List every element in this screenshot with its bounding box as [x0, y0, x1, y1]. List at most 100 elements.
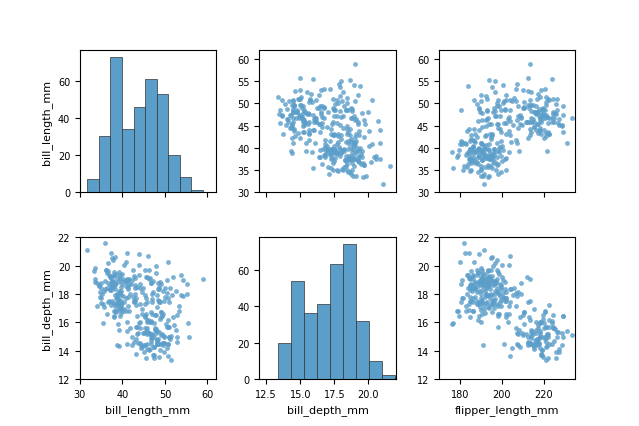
Point: [146, 280, 156, 287]
Point: [166, 333, 176, 340]
Point: [498, 82, 508, 89]
Point: [491, 288, 502, 294]
Point: [543, 331, 553, 337]
Point: [482, 153, 493, 160]
Point: [116, 278, 126, 285]
Point: [527, 102, 537, 109]
Point: [485, 276, 495, 282]
Point: [448, 165, 458, 172]
Point: [495, 297, 505, 304]
Point: [348, 156, 358, 163]
Point: [486, 267, 497, 273]
Point: [477, 149, 488, 156]
Point: [142, 253, 153, 260]
Point: [328, 167, 338, 174]
Point: [487, 298, 497, 305]
Point: [495, 281, 505, 288]
Point: [332, 149, 343, 156]
Point: [482, 299, 493, 306]
Point: [511, 86, 521, 93]
Point: [478, 272, 488, 279]
Point: [457, 295, 467, 302]
Point: [538, 312, 548, 319]
Point: [278, 131, 288, 138]
Point: [535, 320, 545, 327]
Point: [543, 97, 553, 104]
Point: [151, 270, 161, 276]
Point: [465, 168, 475, 175]
Point: [497, 282, 507, 289]
Point: [476, 149, 486, 156]
Point: [476, 173, 486, 180]
Point: [465, 156, 475, 163]
Point: [350, 141, 360, 147]
Point: [295, 102, 305, 109]
Point: [309, 141, 320, 147]
Point: [90, 276, 100, 282]
Point: [535, 119, 546, 126]
Point: [536, 334, 546, 341]
Point: [550, 110, 560, 117]
Point: [283, 119, 293, 126]
Point: [557, 124, 567, 130]
Point: [316, 110, 326, 117]
Point: [542, 114, 552, 121]
Point: [138, 330, 148, 337]
Point: [502, 168, 512, 175]
Point: [350, 144, 360, 151]
Point: [151, 328, 162, 335]
Point: [468, 273, 478, 280]
Point: [501, 311, 511, 318]
Point: [543, 334, 553, 341]
Point: [169, 322, 179, 328]
Point: [468, 276, 478, 283]
Point: [332, 120, 343, 127]
Point: [328, 150, 339, 157]
Point: [162, 277, 172, 284]
X-axis label: bill_length_mm: bill_length_mm: [105, 404, 190, 415]
Point: [472, 149, 482, 156]
Point: [99, 288, 109, 295]
Point: [493, 291, 504, 298]
Point: [518, 321, 528, 328]
Point: [475, 99, 486, 106]
Point: [509, 292, 519, 299]
Point: [296, 95, 306, 101]
Point: [121, 318, 132, 325]
Point: [479, 156, 489, 163]
Point: [477, 286, 487, 293]
Point: [458, 295, 468, 302]
Point: [469, 98, 479, 105]
Point: [463, 148, 473, 155]
Point: [341, 158, 351, 165]
Point: [288, 108, 298, 115]
Point: [523, 89, 533, 95]
Point: [351, 149, 362, 156]
Point: [472, 101, 482, 108]
Point: [532, 109, 542, 116]
Point: [284, 125, 295, 132]
Point: [281, 122, 291, 129]
Point: [335, 146, 345, 153]
Point: [491, 279, 501, 286]
Point: [289, 102, 300, 109]
Point: [178, 293, 189, 299]
Point: [304, 99, 314, 106]
Point: [488, 156, 498, 163]
Point: [484, 273, 495, 280]
Point: [113, 295, 123, 302]
Point: [479, 248, 489, 254]
Point: [548, 337, 558, 344]
Point: [493, 148, 503, 155]
Point: [504, 311, 514, 317]
Point: [339, 147, 350, 153]
Point: [472, 169, 482, 176]
Point: [327, 152, 337, 158]
Point: [146, 317, 156, 324]
Point: [353, 121, 363, 128]
Point: [309, 127, 320, 134]
Point: [553, 329, 563, 336]
Point: [548, 111, 558, 118]
Point: [462, 150, 472, 157]
Point: [142, 317, 152, 324]
